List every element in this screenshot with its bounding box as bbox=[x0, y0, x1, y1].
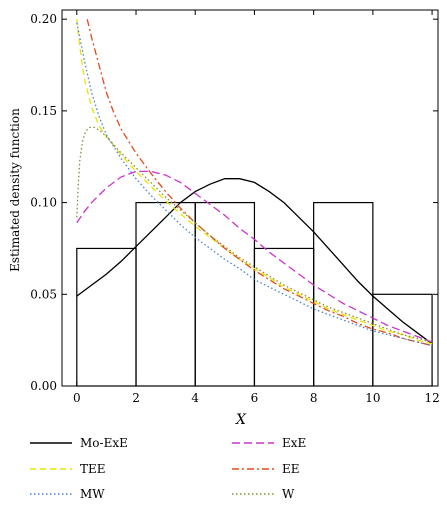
x-tick-label: 12 bbox=[424, 391, 439, 405]
y-tick-label: 0.00 bbox=[30, 379, 57, 393]
axis-ticks: 0 2 4 6 8 10 12 0.00 0.05 0.10 0.15 0.20 bbox=[30, 10, 440, 405]
y-tick-label: 0.10 bbox=[30, 196, 57, 210]
histogram-bar bbox=[313, 201, 374, 387]
legend-label: TEE bbox=[80, 462, 106, 476]
x-tick-label: 0 bbox=[73, 391, 81, 405]
legend: Mo-ExE ExE TEE EE MW W bbox=[30, 436, 306, 501]
plot-frame bbox=[61, 9, 439, 387]
legend-label: Mo-ExE bbox=[80, 436, 128, 450]
y-tick-label: 0.05 bbox=[30, 287, 57, 301]
y-tick-label: 0.15 bbox=[30, 104, 57, 118]
histogram-bar bbox=[76, 247, 137, 387]
series-line-w bbox=[76, 126, 433, 343]
x-tick-label: 10 bbox=[365, 391, 380, 405]
x-tick-label: 6 bbox=[251, 391, 259, 405]
series-line-exe bbox=[76, 170, 433, 343]
histogram-bar bbox=[372, 293, 433, 387]
x-tick-label: 4 bbox=[191, 391, 199, 405]
x-tick-label: 8 bbox=[310, 391, 318, 405]
legend-label: W bbox=[282, 487, 295, 500]
legend-label: ExE bbox=[282, 436, 306, 450]
y-axis-title: Estimated density function bbox=[8, 108, 22, 272]
density-curves bbox=[76, 19, 433, 347]
series-line-tee bbox=[76, 19, 433, 345]
x-tick-label: 2 bbox=[132, 391, 140, 405]
series-line-ee bbox=[86, 19, 433, 347]
histogram bbox=[76, 201, 433, 387]
histogram-bar bbox=[253, 247, 315, 387]
series-line-mo-exe bbox=[76, 178, 433, 345]
legend-label: EE bbox=[282, 462, 300, 476]
x-axis-title: X bbox=[235, 412, 247, 428]
legend-label: MW bbox=[80, 487, 105, 500]
y-tick-label: 0.20 bbox=[30, 12, 57, 26]
